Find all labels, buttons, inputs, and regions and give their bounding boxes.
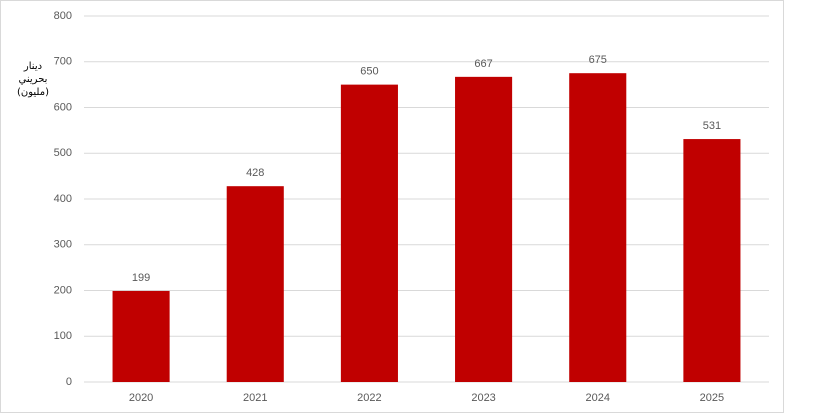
- data-label: 531: [703, 120, 721, 132]
- y-tick-label: 500: [54, 147, 72, 159]
- x-tick-label: 2024: [586, 392, 610, 404]
- y-tick-label: 200: [54, 284, 72, 296]
- bar: [569, 73, 627, 382]
- bar: [226, 186, 284, 382]
- x-tick-label: 2023: [471, 392, 495, 404]
- data-label: 667: [474, 58, 492, 70]
- x-tick-label: 2025: [700, 392, 724, 404]
- y-axis-label: دينار بحريني (مليون): [17, 61, 49, 98]
- y-tick-label: 0: [66, 376, 72, 388]
- data-label: 428: [246, 167, 264, 179]
- x-tick-label: 2020: [129, 392, 153, 404]
- bar: [112, 290, 170, 382]
- data-label: 650: [360, 66, 378, 78]
- x-tick-label: 2022: [357, 392, 381, 404]
- bar: [683, 139, 741, 382]
- y-tick-label: 300: [54, 239, 72, 251]
- data-label: 199: [132, 272, 150, 284]
- data-label: 675: [589, 54, 607, 66]
- bar: [340, 84, 398, 382]
- y-tick-label: 800: [54, 10, 72, 22]
- y-tick-label: 400: [54, 193, 72, 205]
- bar: [455, 76, 513, 382]
- y-tick-label: 700: [54, 56, 72, 68]
- y-tick-label: 600: [54, 101, 72, 113]
- y-tick-label: 100: [54, 330, 72, 342]
- x-tick-label: 2021: [243, 392, 267, 404]
